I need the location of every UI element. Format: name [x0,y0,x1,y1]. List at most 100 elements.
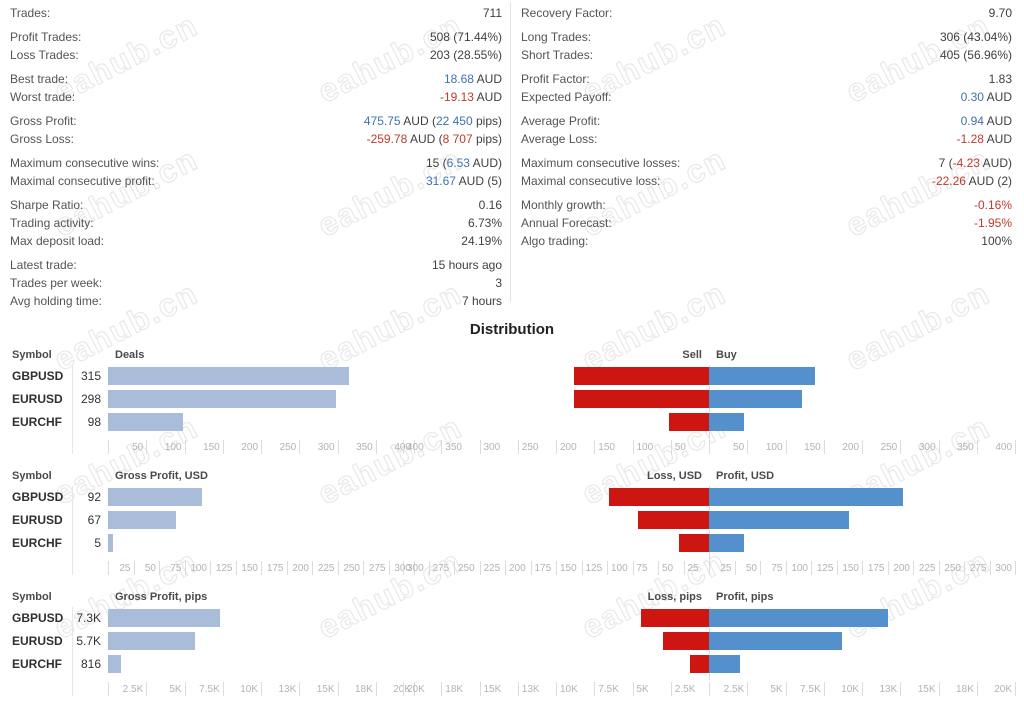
sell-bar [573,367,709,385]
stat-value-segment: 22 450 [435,114,473,128]
axis-tick-label: 15K [483,684,502,695]
buy-bar [709,632,843,650]
sell-side-header: Loss, USD [646,470,702,482]
sell-bar [669,413,709,431]
axis-tick-label: 200 [292,563,309,574]
axis-tick-label: 175 [867,563,885,574]
axis-tick [594,682,596,696]
stat-row: Gross Loss: -259.78 AUD (8 707 pips) [10,130,502,148]
axis-tick-label: 400 [407,442,424,453]
axis-tick-label: 50 [144,563,156,574]
stat-value: 1.83 [989,70,1012,88]
stat-row: Recovery Factor: 9.70 [521,4,1012,22]
axis-tick [133,561,135,575]
axis-tick-label: 300 [995,563,1012,574]
axis-tick-label: 18K [445,684,464,695]
stat-value-segment: 7 ( [938,156,953,170]
stats-column-right: Recovery Factor: 9.70 Long Trades: 306 (43.… [521,4,1012,256]
axis-tick [108,682,109,696]
stat-value: 7 hours [462,292,502,310]
axis-tick-label: 200 [893,563,910,574]
axis-tick-label: 350 [445,442,462,453]
stat-group: Gross Profit: 475.75 AUD (22 450 pips) Gro… [10,112,502,148]
axis-tick [1015,682,1016,696]
axis-tick-label: 75 [636,563,648,574]
stat-value: -1.28 AUD [957,130,1012,148]
axis-tick [403,561,404,575]
left-chart-header: Gross Profit, USD [115,470,208,482]
stat-value-segment: AUD (5) [455,174,502,188]
axis-tick [414,682,415,696]
stat-label: Best trade: [10,72,69,86]
axis-tick [709,561,710,575]
sell-side-header: Sell [682,349,702,361]
stat-group: Sharpe Ratio: 0.16 Trading activity: 6.73% M… [10,196,502,250]
stat-label: Short Trades: [521,48,594,62]
stat-value-segment: -259.78 [366,132,408,146]
left-chart-header: Deals [115,349,145,361]
stat-row: Best trade: 18.68 AUD [10,70,502,88]
axis-tick [479,440,481,454]
axis-tick-label: 225 [317,563,335,574]
symbol-label: EURCHF [12,536,62,550]
stat-value: 405 (56.96%) [940,46,1012,64]
stat-label: Expected Payoff: [521,90,612,104]
axis-tick [403,682,404,696]
stat-value: -22.26 AUD (2) [932,172,1012,190]
axis-tick [414,561,415,575]
axis-tick-label: 15K [917,684,936,695]
stat-value-segment: 405 (56.96%) [939,48,1012,62]
buy-side-header: Profit, USD [716,470,775,482]
axis-tick-label: 20K [407,684,425,695]
stat-value: 18.68 AUD [444,70,502,88]
deals-value-label: 7.3K [76,611,101,625]
stat-value-segment: 6.73% [467,216,502,230]
stat-value-segment: -4.23 [952,156,980,170]
axis-tick-label: 100 [164,442,182,453]
axis-tick-label: 75 [170,563,182,574]
axis-tick [785,561,787,575]
axis-tick [375,682,377,696]
axis-tick-label: 300 [389,563,411,575]
stat-value-segment: AUD) [979,156,1012,170]
stat-label: Maximal consecutive loss: [521,174,661,188]
axis-tick [658,561,659,575]
axis-tick-label: 5K [770,684,783,695]
symbol-label: EURUSD [12,392,63,406]
stat-value-segment: 0.94 [960,114,984,128]
deals-value-label: 816 [80,657,101,671]
axis-tick-label: 100 [765,442,783,453]
axis-tick-label: 10K [240,684,259,695]
deals-value-label: 315 [80,369,101,383]
axis-tick [670,440,672,454]
stat-group: Profit Trades: 508 (71.44%) Loss Trades: 20… [10,28,502,64]
stat-row: Maximum consecutive wins: 15 (6.53 AUD) [10,154,502,172]
stat-label: Profit Factor: [521,72,590,86]
axis-tick [146,682,148,696]
stat-value: 306 (43.04%) [940,28,1012,46]
axis-tick-label: 2.5K [674,684,696,695]
stat-group: Monthly growth: -0.16% Annual Forecast: -1.… [521,196,1012,250]
stat-value-segment: 100% [981,234,1012,248]
stat-value: -1.95% [974,214,1012,232]
axis-tick-label: 150 [203,442,220,453]
axis-tick [530,561,532,575]
axis-tick-label: 50 [674,442,686,453]
axis-tick [299,440,301,454]
stat-value-segment: 18.68 [443,72,474,86]
axis-tick-label: 10K [560,684,578,695]
stat-value: 15 (6.53 AUD) [426,154,502,172]
stat-value: 203 (28.55%) [430,46,502,64]
axis-tick [747,440,749,454]
buy-side-header: Buy [716,349,737,361]
symbol-separator-line [72,365,73,454]
stat-row: Trades per week: 3 [10,274,502,292]
axis-tick [312,561,313,575]
axis-tick [976,682,978,696]
axis-tick-label: 200 [509,563,526,574]
axis-tick [517,440,519,454]
stat-value-segment: 31.67 [425,174,456,188]
stat-row: Latest trade: 15 hours ago [10,256,502,274]
axis-tick-label: 5K [636,684,649,695]
axis-tick-label: 150 [842,563,859,574]
